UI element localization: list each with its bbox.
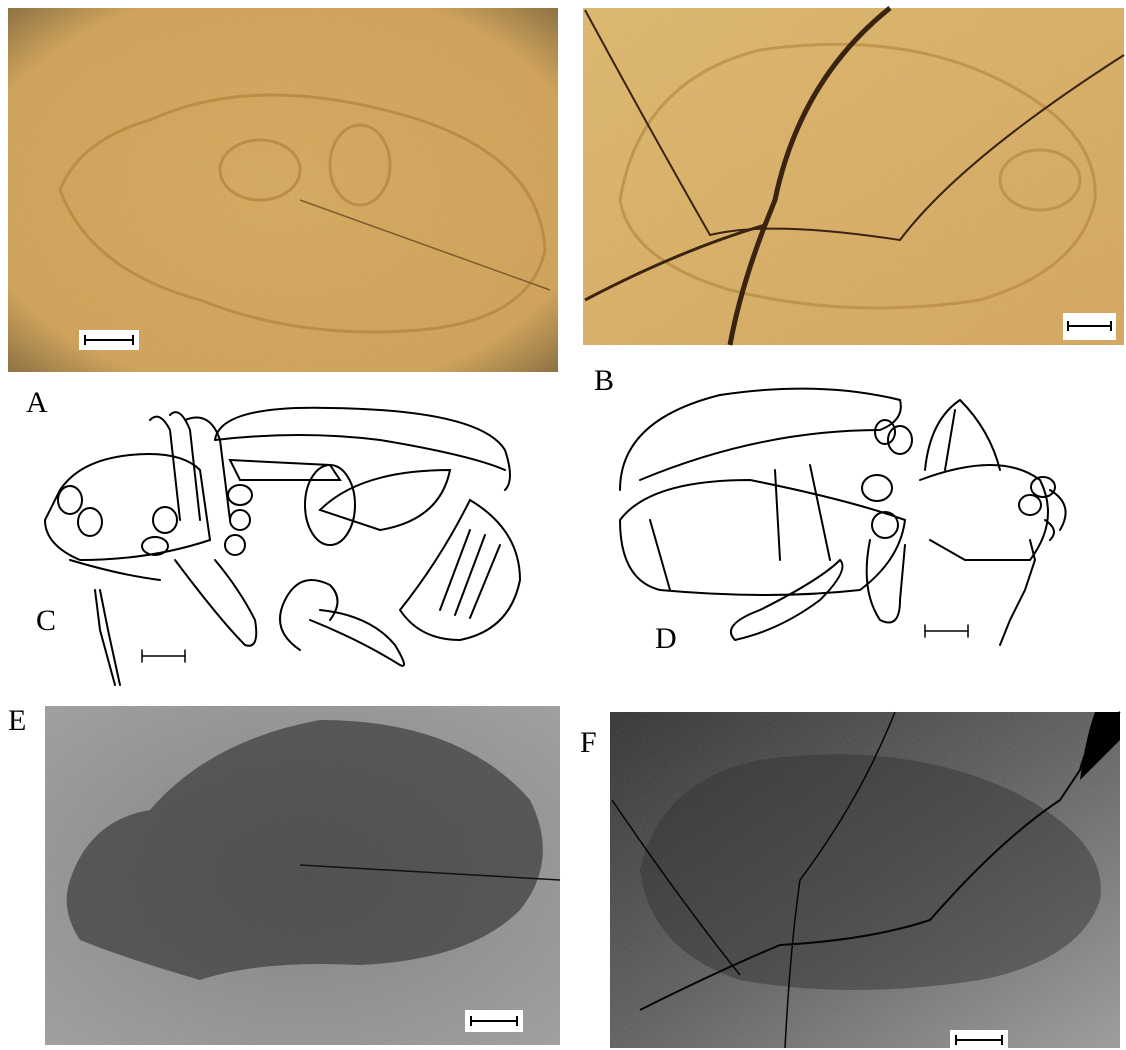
panel-label: F (580, 726, 597, 759)
panel-c-drawing (45, 408, 520, 685)
panel-label: B (594, 364, 614, 397)
panel-label: A (26, 386, 48, 419)
panel-d-drawing (620, 389, 1066, 645)
figure: A B C D E F (0, 0, 1126, 1050)
panel-label: E (8, 704, 26, 737)
page: A B C D E F (() => { const data = JSON.p… (0, 0, 1126, 1050)
panel-a-photo (8, 8, 558, 372)
panel-b-photo (583, 8, 1124, 345)
panel-label: D (655, 622, 677, 655)
panel-f-photo (610, 712, 1120, 1048)
panel-e-photo (45, 706, 560, 1045)
panel-label: C (36, 604, 56, 637)
